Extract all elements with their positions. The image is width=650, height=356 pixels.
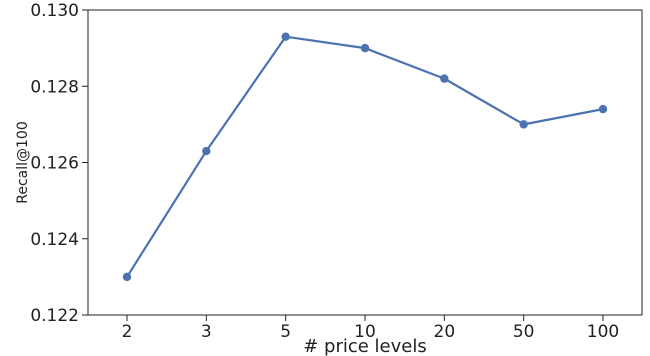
x-tick-label: 10	[354, 322, 376, 342]
x-axis-ticks: 2 3 5 10 20 50 100	[122, 315, 619, 342]
plot-frame	[87, 9, 643, 316]
y-axis-label: Recall@100	[15, 121, 31, 204]
x-tick-label: 20	[434, 322, 456, 342]
y-tick-label: 0.128	[30, 77, 79, 97]
data-point	[440, 74, 449, 83]
data-point	[519, 120, 528, 129]
data-point	[598, 104, 608, 114]
data-point	[281, 32, 290, 41]
x-tick-label: 100	[587, 322, 619, 342]
series-layer	[122, 32, 608, 282]
y-tick-label: 0.122	[30, 306, 79, 326]
series-line	[126, 35, 604, 278]
x-tick-label: 3	[201, 322, 212, 342]
y-tick-label: 0.130	[30, 1, 79, 21]
x-axis-label: # price levels	[303, 336, 427, 356]
x-tick-label: 2	[122, 322, 133, 342]
y-tick-label: 0.124	[30, 230, 79, 250]
y-axis-ticks: 0.122 0.124 0.126 0.128 0.130	[30, 1, 88, 326]
x-tick-label: 50	[513, 322, 535, 342]
data-point	[360, 43, 370, 53]
data-point	[122, 272, 132, 282]
x-tick-label: 5	[280, 322, 291, 342]
y-tick-label: 0.126	[30, 154, 79, 174]
data-point	[202, 146, 211, 156]
